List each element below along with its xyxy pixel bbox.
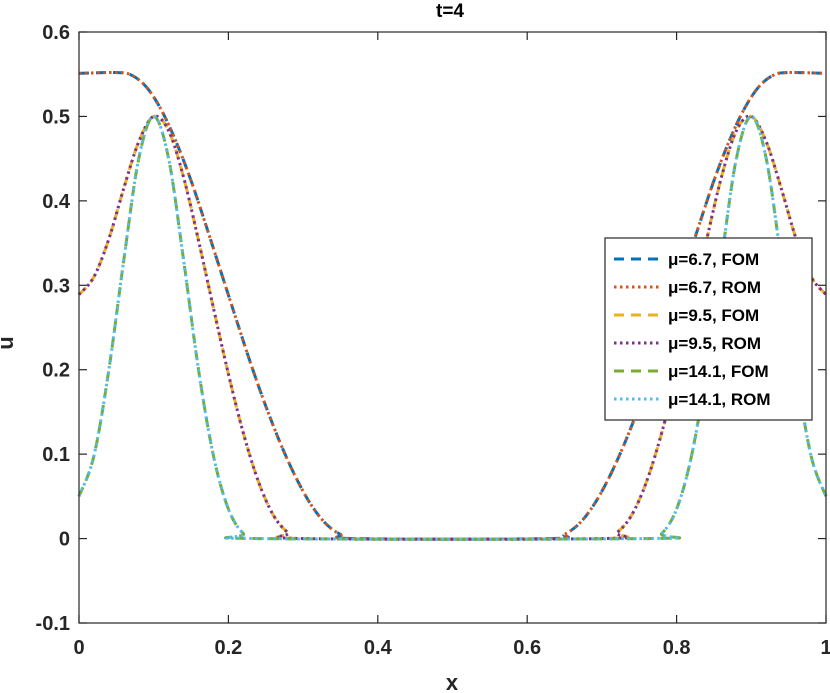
x-tick-label: 1	[820, 637, 830, 659]
y-tick-label: 0	[59, 529, 70, 551]
chart-title: t=4	[436, 1, 464, 22]
x-tick-label: 0.4	[364, 637, 393, 659]
series-layer	[77, 70, 828, 541]
y-axis-label: u	[0, 336, 18, 349]
legend-entry-6: μ=14.1, ROM	[668, 390, 771, 409]
x-axis-label: x	[446, 670, 459, 693]
legend-entry-3: μ=9.5, FOM	[668, 306, 759, 325]
y-tick-label: 0.5	[42, 106, 70, 128]
legend-entry-5: μ=14.1, FOM	[668, 362, 769, 381]
y-tick-label: 0.2	[42, 360, 70, 382]
x-tick-label: 0.6	[513, 637, 541, 659]
x-tick-label: 0.8	[663, 637, 691, 659]
axes-box	[78, 31, 827, 624]
y-tick-label: 0.6	[42, 22, 70, 44]
legend-entry-1: μ=6.7, FOM	[668, 250, 759, 269]
legend-box	[604, 237, 813, 421]
x-tick-label: 0.2	[214, 637, 242, 659]
y-tick-label: 0.1	[42, 444, 70, 466]
x-tick-label: 0	[73, 637, 84, 659]
axes: 0 0.2 0.4 0.6 0.8 1-0.100.10.20.30.40.50.6	[36, 22, 830, 659]
legend: μ=6.7, FOM μ=6.7, ROM μ=9.5, FOM μ=9.5, ROM…	[604, 237, 813, 421]
y-tick-label: 0.3	[42, 275, 70, 297]
legend-entry-2: μ=6.7, ROM	[668, 278, 761, 297]
series-line-2	[78, 70, 827, 541]
y-tick-label: -0.1	[36, 613, 70, 635]
series-line-4	[77, 114, 828, 541]
y-tick-label: 0.4	[42, 191, 71, 213]
series-line-6	[77, 114, 828, 541]
legend-entry-4: μ=9.5, ROM	[668, 334, 761, 353]
